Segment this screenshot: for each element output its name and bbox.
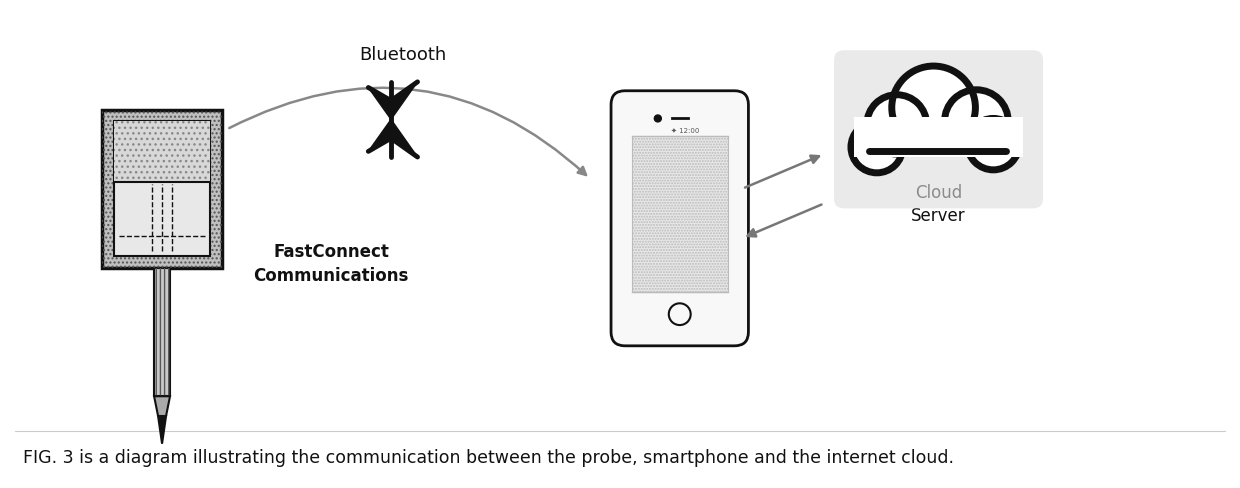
Circle shape [892,66,976,149]
Text: FIG. 3 is a diagram illustrating the communication between the probe, smartphone: FIG. 3 is a diagram illustrating the com… [22,449,954,468]
FancyArrowPatch shape [748,204,822,237]
Circle shape [851,122,903,173]
Polygon shape [157,416,166,444]
FancyBboxPatch shape [114,122,210,182]
Circle shape [655,115,661,122]
Circle shape [668,304,691,325]
Polygon shape [154,396,170,416]
Circle shape [945,90,1008,153]
Circle shape [967,119,1019,170]
Circle shape [867,95,926,154]
FancyBboxPatch shape [835,50,1043,208]
Text: Bluetooth: Bluetooth [360,46,446,64]
FancyBboxPatch shape [114,122,210,256]
Text: ✦ 12:00: ✦ 12:00 [671,127,699,133]
FancyBboxPatch shape [154,268,170,396]
FancyBboxPatch shape [611,91,749,346]
Polygon shape [368,87,391,120]
FancyBboxPatch shape [632,136,728,292]
FancyBboxPatch shape [103,109,222,268]
FancyBboxPatch shape [854,118,1023,157]
Polygon shape [368,120,391,151]
Text: Cloud
Server: Cloud Server [911,183,966,225]
FancyArrowPatch shape [745,156,818,187]
FancyArrowPatch shape [229,88,587,175]
Text: FastConnect
Communications: FastConnect Communications [254,243,409,285]
Polygon shape [391,120,418,157]
Polygon shape [391,82,418,120]
